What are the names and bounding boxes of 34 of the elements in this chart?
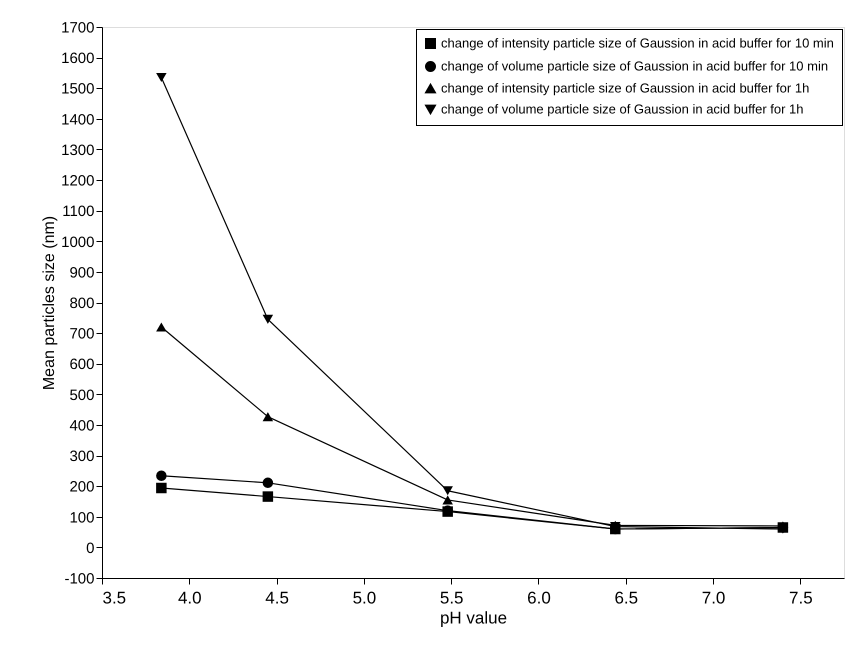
y-tick-label: 1600 <box>61 50 94 68</box>
y-tick-label: 0 <box>86 540 94 557</box>
x-tick-label: 7.0 <box>702 588 726 608</box>
x-tick-label: 5.5 <box>440 588 464 608</box>
y-tick-label: 1700 <box>61 20 94 36</box>
x-tick-label: 6.0 <box>527 588 551 608</box>
y-tick-label: 800 <box>69 295 94 312</box>
y-tick-label: 400 <box>69 417 94 434</box>
x-tick-label: 7.5 <box>789 588 813 608</box>
legend-label: change of volume particle size of Gaussion in acid buffer for 10 min <box>441 58 828 74</box>
y-tick-label: 1000 <box>61 234 94 251</box>
y-tick-label: 500 <box>69 386 94 404</box>
y-tick-label: 1500 <box>61 80 94 98</box>
y-tick-label: 1200 <box>61 172 94 190</box>
x-axis-title: pH value <box>440 608 508 628</box>
y-tick-label: 1300 <box>61 142 94 159</box>
y-tick-label: -100 <box>64 570 94 588</box>
x-tick-label: 4.0 <box>178 588 202 608</box>
x-tick-label: 4.5 <box>265 588 289 608</box>
x-tick-label: 5.0 <box>352 588 376 608</box>
legend-label: change of volume particle size of Gaussion in acid buffer for 1h <box>441 102 804 116</box>
legend-label: change of intensity particle size of Gaussion in acid buffer for 1h <box>441 80 810 96</box>
y-axis-title: Mean particles size (nm) <box>41 216 58 390</box>
x-tick-label: 6.5 <box>614 588 638 608</box>
legend-label: change of intensity particle size of Gaussion in acid buffer for 10 min <box>441 36 834 50</box>
x-tick-label: 3.5 <box>102 588 126 608</box>
y-tick-label: 1100 <box>62 203 94 220</box>
y-tick-label: 900 <box>69 264 94 282</box>
y-tick-label: 1400 <box>61 111 94 128</box>
y-tick-label: 600 <box>69 356 94 374</box>
y-tick-label: 700 <box>69 326 94 343</box>
y-tick-label: 200 <box>69 478 94 496</box>
y-tick-label: 300 <box>69 448 94 466</box>
y-tick-label: 100 <box>69 509 94 526</box>
